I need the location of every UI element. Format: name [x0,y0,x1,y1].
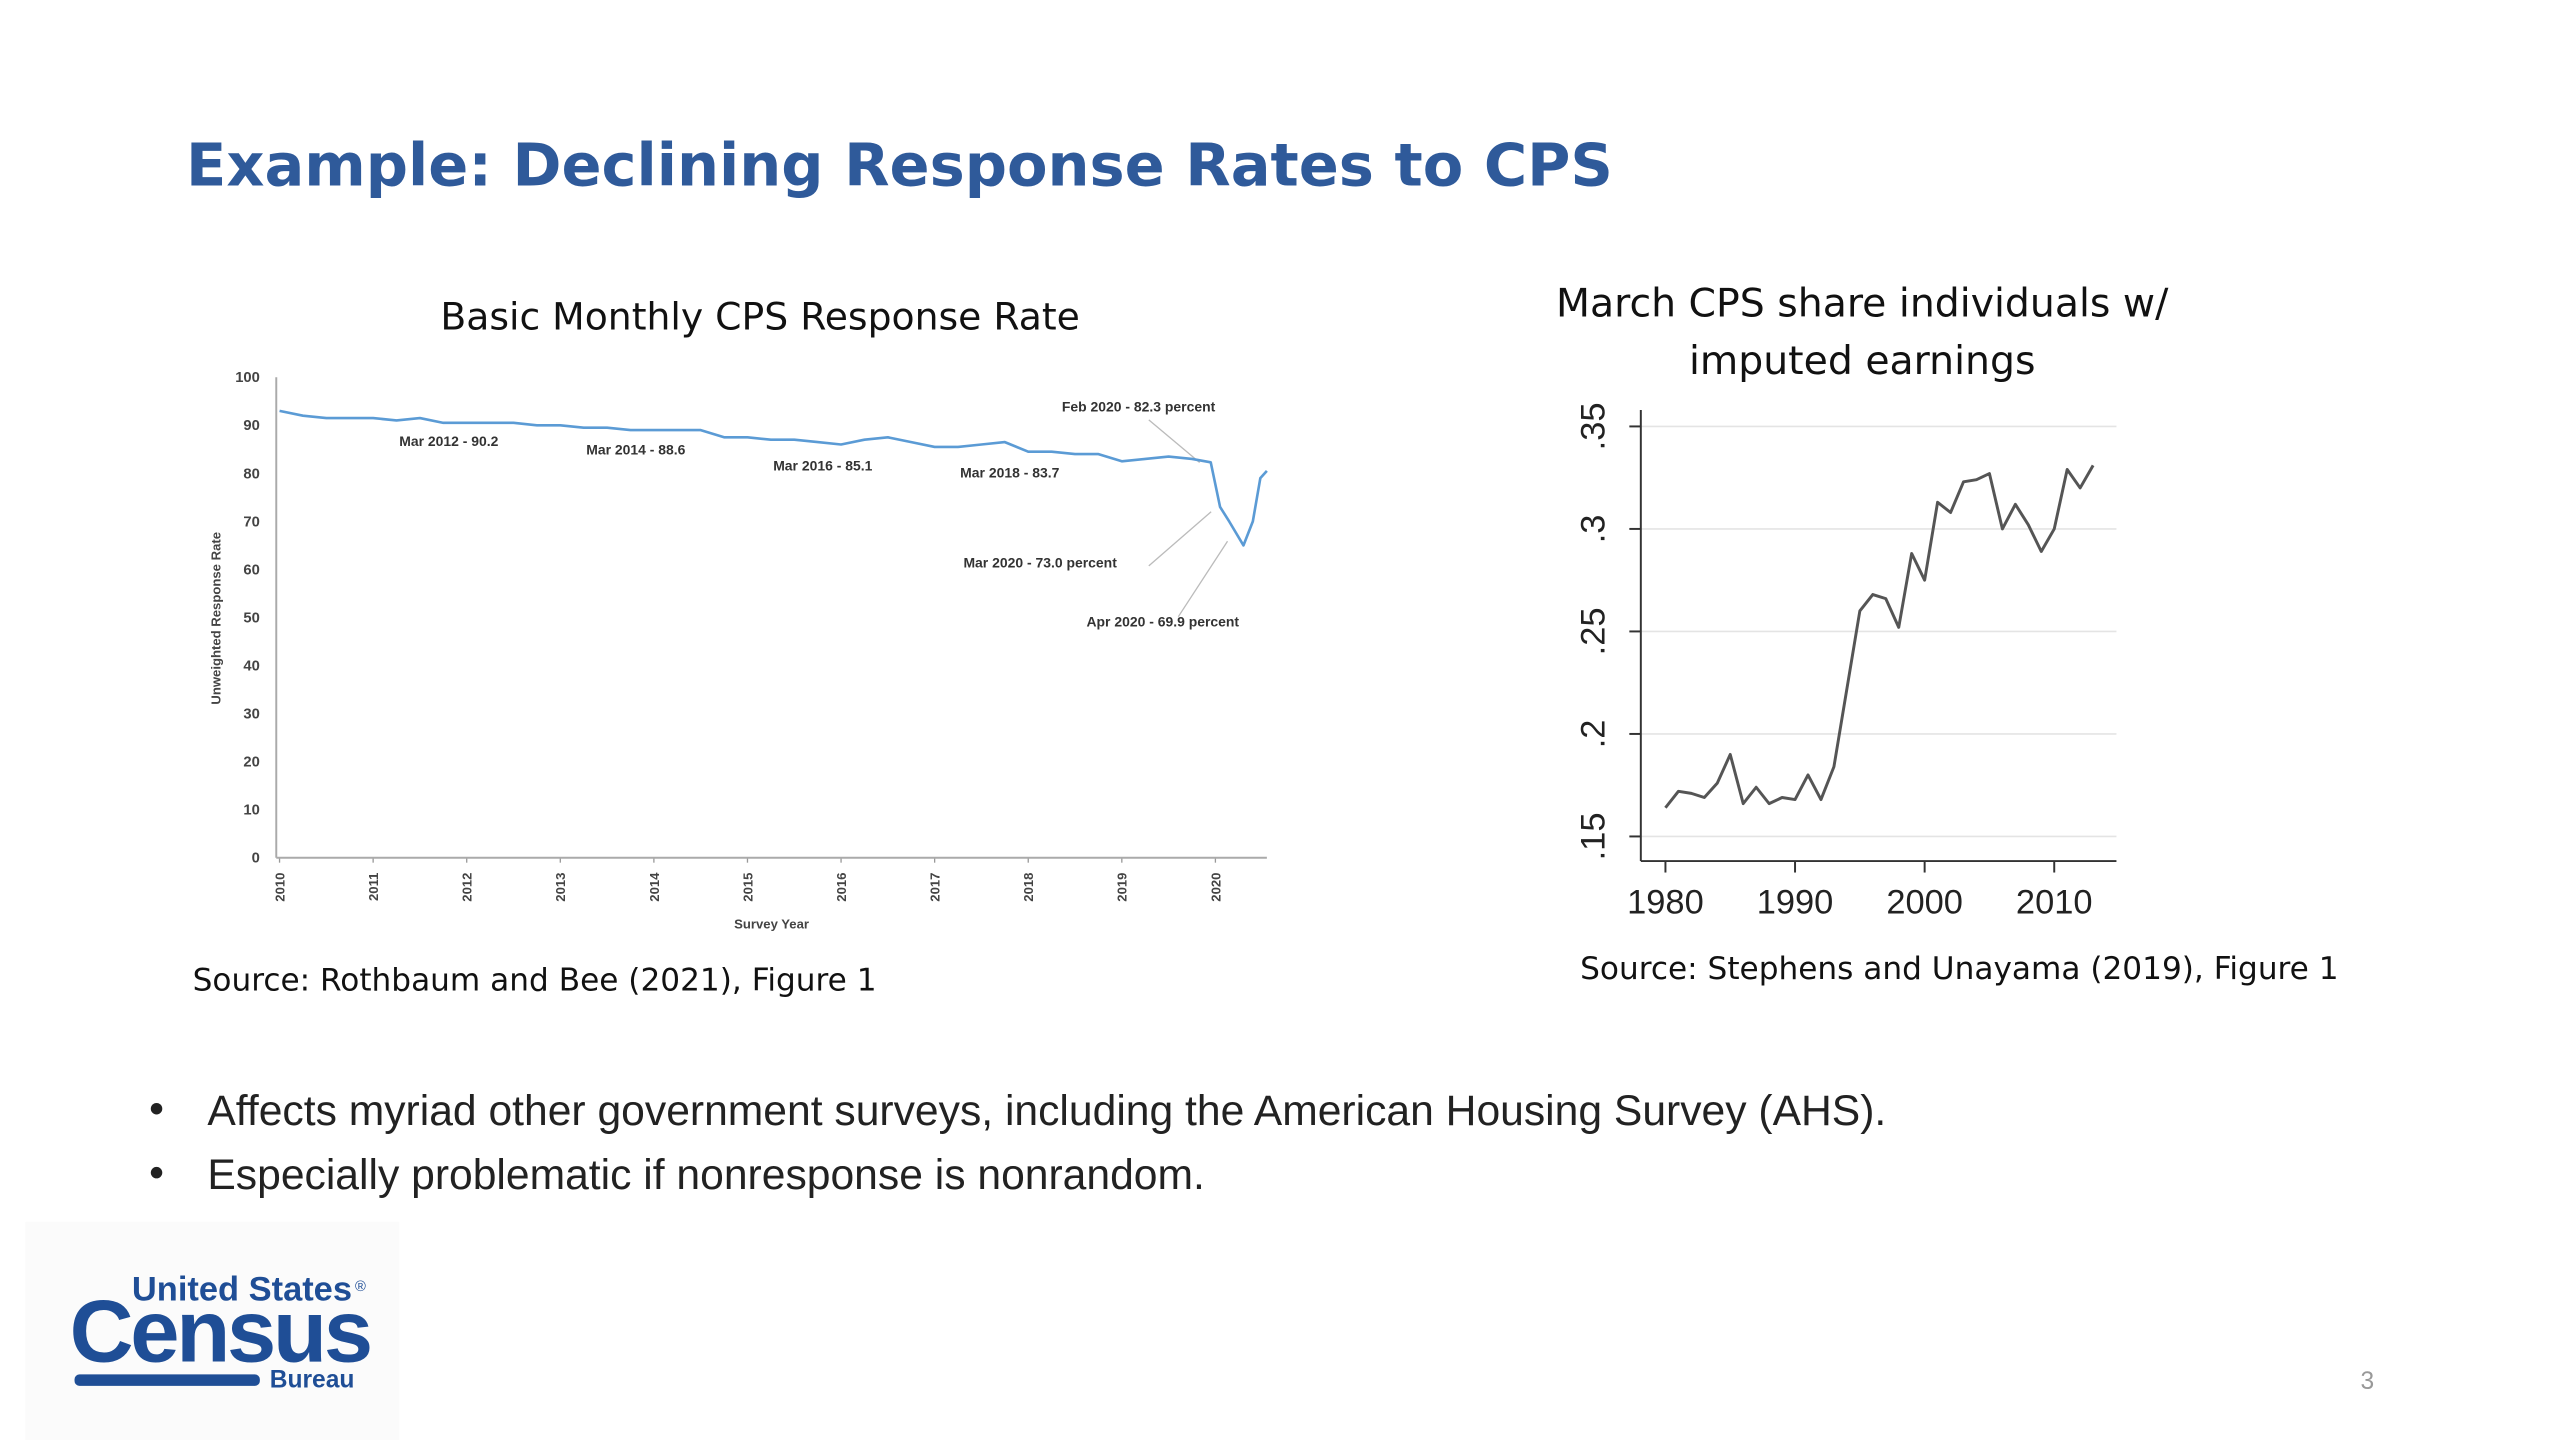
leader-line [1148,419,1201,464]
x-tick-label: 2012 [460,873,475,902]
y-tick-label: 70 [243,514,259,530]
bullet-text: Affects myriad other government surveys,… [207,1087,1886,1135]
annotation: Mar 2016 - 85.1 [773,458,872,474]
y-tick-label: 0 [252,851,260,867]
bullet-dot [150,1166,163,1179]
logo-line1: United States [132,1271,352,1309]
y-tick-label: .2 [1575,720,1613,749]
y-tick-label: 40 [243,658,259,674]
chart-source: Source: Stephens and Unayama (2019), Fig… [1580,951,2338,987]
y-tick-label: .15 [1575,813,1613,861]
x-tick-label: 2015 [740,873,755,902]
logo-bar [74,1374,260,1386]
bullet-dot [150,1102,163,1115]
annotation: Feb 2020 - 82.3 percent [1062,399,1216,415]
y-tick-label: 100 [235,370,260,386]
annotation: Mar 2020 - 73.0 percent [963,554,1117,570]
annotation: Mar 2018 - 83.7 [960,464,1059,480]
x-tick-label: 2013 [553,873,568,902]
leader-line [1177,540,1229,618]
y-tick-label: 20 [243,755,259,771]
x-tick-label: 2000 [1886,884,1963,922]
x-tick-label: 2019 [1115,873,1130,902]
x-tick-label: 1980 [1627,884,1704,922]
x-tick-label: 2010 [272,873,287,902]
y-tick-label: 80 [243,466,259,482]
y-tick-label: 50 [243,610,259,626]
annotation: Mar 2012 - 90.2 [399,433,498,449]
data-line [279,409,1268,547]
x-tick-label: 2010 [2016,884,2093,922]
annotation: Mar 2014 - 88.6 [586,441,685,457]
logo-box [25,1221,400,1440]
chart-title-box: March CPS share individuals w/ imputed e… [1556,280,2169,384]
chart-title: Basic Monthly CPS Response Rate [440,295,1080,339]
leader-line [1148,511,1212,567]
x-tick-label: 1990 [1757,884,1834,922]
logo-line3: Bureau [270,1367,355,1394]
logo-name: Census [70,1281,370,1380]
x-tick-label: 2014 [647,872,662,902]
page-number: 3 [2361,1368,2375,1395]
chart-source: Source: Rothbaum and Bee (2021), Figure … [193,963,877,999]
y-tick-label: 30 [243,707,259,723]
y-tick-label: 90 [243,418,259,434]
x-tick-label: 2017 [928,873,943,902]
y-tick-label: 10 [243,803,259,819]
x-tick-label: 2020 [1208,873,1223,902]
y-axis-title: Unweighted Response Rate [209,532,224,705]
bullet-text: Especially problematic if nonresponse is… [207,1151,1204,1199]
y-tick-label: 60 [243,562,259,578]
x-tick-label: 2011 [366,873,381,901]
y-tick-label: .35 [1575,402,1613,450]
chart-title: March CPS share individuals w/ imputed e… [1556,280,2169,384]
y-tick-label: .3 [1575,515,1613,544]
x-tick-label: 2016 [834,873,849,902]
x-axis-title: Survey Year [734,916,809,931]
logo-mark: ® [355,1279,366,1295]
annotation: Apr 2020 - 69.9 percent [1086,614,1239,630]
x-tick-label: 2018 [1021,873,1036,902]
slide-title: Example: Declining Response Rates to CPS [186,130,1613,199]
data-line [1664,464,2095,809]
y-tick-label: .25 [1575,607,1613,655]
